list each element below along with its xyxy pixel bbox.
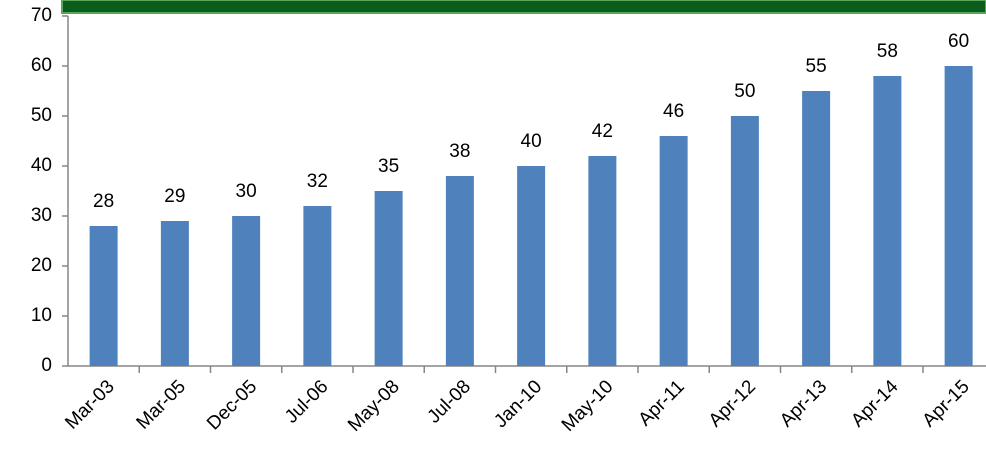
y-tick-label: 30: [31, 205, 52, 226]
data-label: 46: [663, 101, 684, 122]
data-label: 40: [521, 131, 542, 152]
y-tick-label: 50: [31, 105, 52, 126]
y-tick-label: 10: [31, 305, 52, 326]
x-tick-label: May-08: [344, 376, 404, 436]
x-tick-label: Apr-11: [635, 376, 689, 430]
data-label: 58: [877, 41, 898, 62]
y-tick-label: 40: [31, 155, 52, 176]
data-label: 42: [592, 121, 613, 142]
header-band: [61, 0, 986, 14]
bar: [89, 226, 118, 366]
x-tick-label: Jul-08: [424, 376, 475, 427]
y-tick-label: 20: [31, 255, 52, 276]
data-label: 28: [93, 191, 114, 212]
x-tick-label: Apr-13: [776, 376, 831, 431]
x-tick-label: Dec-05: [203, 376, 261, 434]
x-tick-label: Apr-15: [919, 376, 974, 431]
x-tick-label: Mar-05: [133, 376, 190, 433]
x-tick-label: Jan-10: [490, 376, 546, 432]
y-tick-label: 70: [31, 5, 52, 26]
x-tick-label: May-10: [558, 376, 618, 436]
bar: [944, 66, 973, 366]
data-label: 29: [164, 186, 185, 207]
data-label: 32: [307, 171, 328, 192]
bar: [160, 221, 189, 366]
x-tick-label: Apr-14: [847, 376, 902, 431]
data-label: 35: [378, 156, 399, 177]
data-label: 60: [948, 31, 969, 52]
bar: [730, 116, 759, 366]
y-tick-label: 0: [41, 355, 52, 376]
bar: [659, 136, 688, 366]
data-label: 50: [734, 81, 755, 102]
x-tick-label: Jul-06: [281, 376, 332, 427]
data-label: 30: [236, 181, 257, 202]
bar: [445, 176, 474, 366]
bar: [873, 76, 902, 366]
bar: [232, 216, 261, 366]
bar: [517, 166, 546, 366]
data-label: 55: [806, 56, 827, 77]
bar: [588, 156, 617, 366]
data-label: 38: [449, 141, 470, 162]
bar: [802, 91, 831, 366]
y-tick-label: 60: [31, 55, 52, 76]
bar: [374, 191, 403, 366]
x-tick-label: Mar-03: [61, 376, 118, 433]
x-tick-label: Apr-12: [705, 376, 760, 431]
bar: [303, 206, 332, 366]
